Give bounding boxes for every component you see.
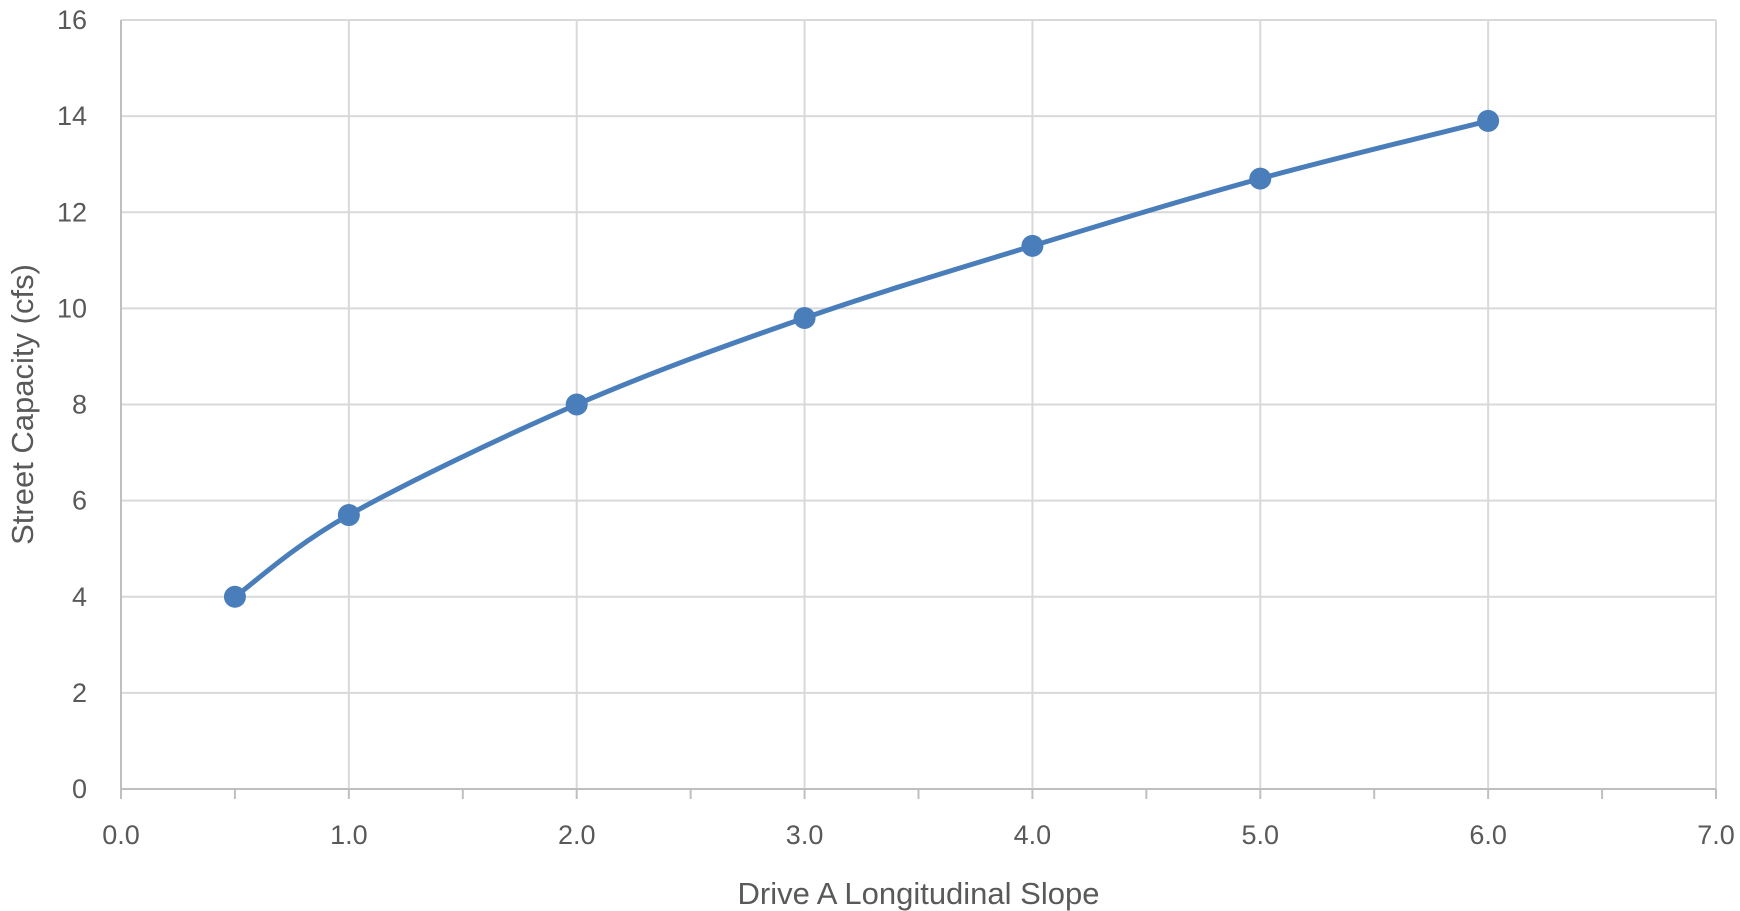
axes	[120, 20, 1717, 799]
x-tick-label: 7.0	[1697, 820, 1735, 850]
x-tick-label: 3.0	[786, 820, 824, 850]
data-point	[337, 504, 360, 527]
x-tick-label: 5.0	[1242, 820, 1280, 850]
data-point	[223, 585, 246, 608]
data-point	[1249, 167, 1272, 190]
y-axis-title: Street Capacity (cfs)	[5, 264, 40, 545]
y-tick-label: 16	[57, 5, 87, 35]
series	[223, 109, 1500, 608]
data-point	[793, 306, 816, 329]
y-tick-label: 14	[57, 101, 87, 131]
x-tick-label: 6.0	[1469, 820, 1507, 850]
x-tick-label: 0.0	[102, 820, 140, 850]
x-axis-title: Drive A Longitudinal Slope	[738, 876, 1100, 911]
x-tick-label: 2.0	[558, 820, 596, 850]
y-tick-label: 8	[72, 390, 87, 420]
y-tick-label: 2	[72, 678, 87, 708]
gridlines	[121, 19, 1717, 789]
y-tick-label: 10	[57, 293, 87, 323]
x-tick-label: 1.0	[330, 820, 368, 850]
y-tick-label: 0	[72, 774, 87, 804]
x-tick-label: 4.0	[1014, 820, 1052, 850]
y-tick-label: 6	[72, 486, 87, 516]
data-point	[1021, 234, 1044, 257]
tick-labels: 0 2 4 6 8 10 12 14 16 0.0 1.0 2.0 3.0 4.0 5.0 6.0 7.0	[57, 5, 1735, 850]
data-point	[1477, 109, 1500, 132]
y-tick-label: 4	[72, 582, 87, 612]
data-point	[565, 393, 588, 416]
y-tick-label: 12	[57, 197, 87, 227]
